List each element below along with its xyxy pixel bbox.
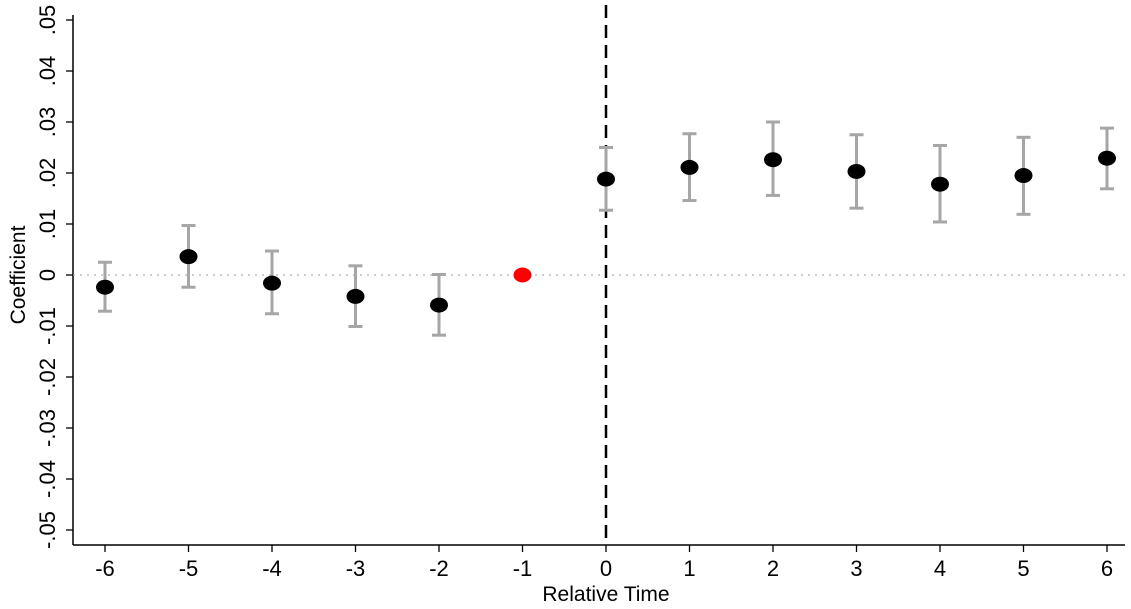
coefficient-point [847, 163, 866, 179]
y-tick-label: .02 [35, 158, 60, 189]
coefficient-point [263, 275, 281, 291]
y-tick-label: -.03 [35, 409, 60, 447]
coefficient-point [764, 152, 782, 168]
coefficient-point [179, 249, 198, 265]
y-tick-label: .01 [35, 209, 60, 240]
y-tick-label: .03 [35, 107, 60, 138]
y-tick-label: .05 [35, 5, 60, 36]
x-tick-label: 2 [767, 556, 779, 581]
y-tick-label: 0 [35, 269, 60, 281]
x-tick-label: -3 [346, 556, 366, 581]
x-tick-label: -6 [95, 556, 115, 581]
coefficient-point [96, 279, 114, 295]
coefficient-point [430, 297, 448, 313]
x-tick-label: -2 [429, 556, 449, 581]
x-axis-title: Relative Time [542, 583, 669, 606]
x-tick-label: 5 [1017, 556, 1029, 581]
coefficient-point [1014, 168, 1033, 184]
x-tick-label: 3 [850, 556, 862, 581]
x-tick-label: 6 [1101, 556, 1113, 581]
x-tick-label: -4 [262, 556, 282, 581]
y-tick-label: -.05 [35, 511, 60, 549]
y-tick-label: -.01 [35, 307, 60, 345]
x-tick-label: -1 [513, 556, 533, 581]
coefficient-point [931, 176, 949, 192]
coefficient-point [597, 171, 615, 187]
coefficient-point [346, 288, 365, 304]
y-tick-label: -.02 [35, 358, 60, 396]
y-axis-title: Coefficient [7, 225, 30, 324]
reference-point [513, 267, 532, 283]
x-tick-label: 0 [600, 556, 612, 581]
x-tick-label: 4 [934, 556, 946, 581]
x-tick-label: 1 [683, 556, 695, 581]
x-tick-label: -5 [179, 556, 199, 581]
coefficient-point [1098, 150, 1116, 166]
y-tick-label: .04 [35, 56, 60, 87]
coefficient-point [680, 159, 699, 175]
y-tick-label: -.04 [35, 460, 60, 498]
